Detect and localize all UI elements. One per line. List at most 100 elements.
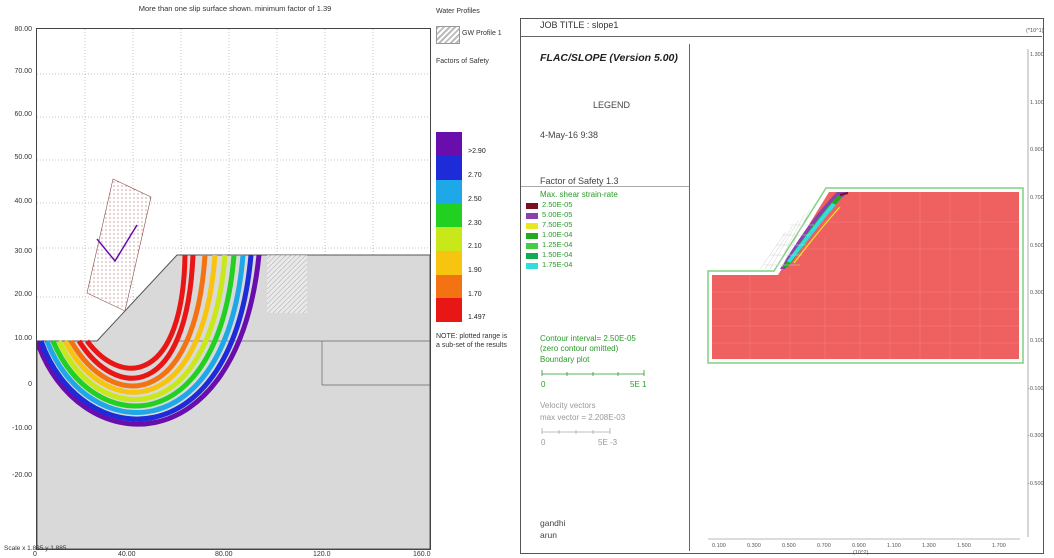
strain-label: 1.75E-04	[542, 260, 573, 269]
y-tick: 40.00	[14, 198, 32, 205]
legend-heading: LEGEND	[593, 100, 631, 110]
r-y-tick: 0.900	[1030, 147, 1044, 153]
fos-label: 2.30	[468, 220, 482, 227]
flac-model-plot[interactable]	[690, 37, 1042, 552]
strain-label: 1.50E-04	[542, 250, 573, 259]
fos-swatch	[436, 203, 462, 227]
y-scale-factor: (*10^1)	[1026, 28, 1044, 34]
strain-swatch	[526, 233, 538, 239]
r-y-tick: 0.700	[1030, 195, 1044, 201]
contour-interval: Contour interval= 2.50E-05	[540, 334, 636, 343]
y-tick: -10.00	[12, 425, 32, 432]
r-x-tick: 0.700	[817, 543, 831, 549]
boundary-plot-label: Boundary plot	[540, 355, 590, 364]
x-tick: 0	[33, 551, 37, 558]
fos-swatch	[436, 155, 462, 180]
y-tick: 30.00	[14, 248, 32, 255]
water-profiles-title: Water Profiles	[436, 8, 480, 15]
r-y-tick: -0.100	[1028, 386, 1044, 392]
strain-rate-title: Max. shear strain-rate	[540, 190, 618, 199]
velocity-scale-max: 5E -3	[598, 438, 618, 447]
legend-column	[521, 44, 690, 551]
boundary-outline	[707, 187, 1024, 364]
strain-swatch	[526, 213, 538, 219]
gw-profile-label: GW Profile 1	[462, 30, 502, 37]
fos-label: 2.10	[468, 243, 482, 250]
r-x-tick: 0.100	[712, 543, 726, 549]
x-tick: 160.0	[413, 551, 431, 558]
strain-swatch	[526, 203, 538, 209]
y-tick: 70.00	[14, 68, 32, 75]
x-tick: 80.00	[215, 551, 233, 558]
r-x-tick: 0.500	[782, 543, 796, 549]
slip-centre-grid	[86, 178, 152, 312]
fos-swatch	[436, 298, 462, 322]
fos-swatch	[436, 179, 462, 204]
user-name: gandhi	[540, 518, 566, 528]
app-title: FLAC/SLOPE (Version 5.00)	[540, 52, 678, 64]
title-divider	[521, 36, 1042, 37]
velocity-vectors-label: Velocity vectors	[540, 401, 596, 410]
strain-label: 5.00E-05	[542, 210, 573, 219]
r-x-tick: 1.300	[922, 543, 936, 549]
slope-mesh	[712, 192, 1019, 359]
r-y-tick: 0.300	[1030, 290, 1044, 296]
r-x-tick: 0.900	[852, 543, 866, 549]
boundary-scale-bar	[541, 370, 645, 376]
slope-stability-plot[interactable]	[34, 28, 431, 550]
y-axis-labels: 80.00 70.00 60.00 50.00 40.00 30.00 20.0…	[2, 0, 34, 558]
fos-swatch	[436, 227, 462, 251]
slip-analysis-title: More than one slip surface shown. minimu…	[138, 4, 332, 13]
strain-label: 1.25E-04	[542, 240, 573, 249]
x-tick: 120.0	[313, 551, 331, 558]
fos-label: 2.50	[468, 196, 482, 203]
y-tick: 50.00	[14, 154, 32, 161]
flac-plot-window	[520, 18, 1044, 554]
fos-legend-title: Factors of Safety	[436, 58, 489, 65]
r-x-tick: 1.100	[887, 543, 901, 549]
velocity-scale-min: 0	[541, 438, 546, 447]
slope-geometry-svg	[34, 29, 431, 550]
scale-label: Scale x 1.885 y 1.885	[4, 545, 67, 552]
y-tick: 80.00	[14, 26, 32, 33]
strain-swatch	[526, 243, 538, 249]
r-y-tick: 0.500	[1030, 243, 1044, 249]
boundary-scale-max: 5E 1	[630, 380, 647, 389]
timestamp: 4-May-16 9:38	[540, 130, 599, 140]
factor-of-safety: Factor of Safety 1.3	[540, 176, 619, 186]
fos-color-bar	[436, 132, 462, 322]
r-x-tick: 0.300	[747, 543, 761, 549]
mesh-lines	[712, 192, 1019, 359]
r-y-tick: 1.100	[1030, 100, 1044, 106]
y-tick: 0	[28, 381, 32, 388]
r-x-tick: 1.500	[957, 543, 971, 549]
y-tick: 10.00	[14, 335, 32, 342]
fos-label: 1.90	[468, 267, 482, 274]
job-title: JOB TITLE : slope1	[540, 20, 619, 30]
x-tick: 40.00	[118, 551, 136, 558]
strain-label: 1.00E-04	[542, 230, 573, 239]
velocity-vectors	[759, 208, 814, 270]
zero-contour-note: (zero contour omitted)	[540, 344, 619, 353]
y-tick: -20.00	[12, 472, 32, 479]
y-tick: 60.00	[14, 111, 32, 118]
fos-label: 1.497	[468, 314, 486, 321]
strain-swatch	[526, 223, 538, 229]
strain-label: 2.50E-05	[542, 200, 573, 209]
r-y-tick: -0.500	[1028, 481, 1044, 487]
user-name: arun	[540, 530, 558, 540]
r-x-tick: 1.700	[992, 543, 1006, 549]
r-y-tick: 0.100	[1030, 338, 1044, 344]
velocity-scale-bar	[541, 428, 611, 434]
section-divider	[521, 186, 689, 187]
r-y-tick: 1.300	[1030, 52, 1044, 58]
strain-label: 7.50E-05	[542, 220, 573, 229]
boundary-scale-min: 0	[541, 380, 546, 389]
range-note: NOTE: plotted range is a sub-set of the …	[436, 333, 508, 349]
max-vector: max vector = 2.208E-03	[540, 413, 626, 422]
r-y-tick: -0.300	[1028, 433, 1044, 439]
fos-label: 1.70	[468, 291, 482, 298]
slip-surfaces	[34, 254, 262, 427]
fos-swatch	[436, 274, 462, 299]
r-x-unit: (10^2)	[853, 550, 869, 556]
